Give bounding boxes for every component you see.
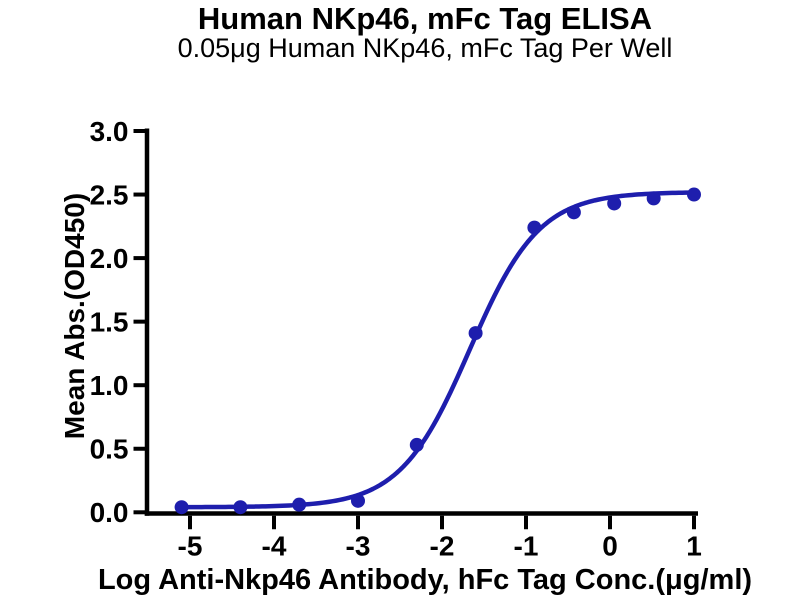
y-tick-label: 2.0 [90,243,129,274]
data-point [468,326,483,341]
data-point [566,205,581,220]
chart-title: Human NKp46, mFc Tag ELISA [197,1,653,36]
chart-subtitle: 0.05μg Human NKp46, mFc Tag Per Well [177,33,673,63]
y-tick-label: 1.5 [90,306,129,337]
y-tick-label: 1.0 [90,370,129,401]
x-tick-label: 0 [602,531,618,562]
y-tick-label: 2.5 [90,179,129,210]
data-point [233,500,248,515]
y-tick-label: 0.5 [90,434,129,465]
data-point [646,191,661,206]
data-point [607,196,622,211]
y-tick-label: 3.0 [90,116,129,147]
data-point [527,220,542,235]
x-tick-label: -3 [346,531,371,562]
y-tick-label: 0.0 [90,497,129,528]
fit-curve [179,190,695,510]
x-tick-label: -2 [430,531,455,562]
data-point [409,437,424,452]
x-axis-label: Log Anti-Nkp46 Antibody, hFc Tag Conc.(μ… [97,564,753,596]
y-axis-label: Mean Abs.(OD450) [59,192,90,440]
data-point [174,500,189,515]
data-point [687,187,701,202]
x-tick-label: -4 [262,531,287,562]
x-tick-label: -5 [178,531,203,562]
data-point [351,493,365,508]
x-tick-label: 1 [686,531,702,562]
x-tick-label: -1 [514,531,539,562]
data-point [292,497,307,512]
